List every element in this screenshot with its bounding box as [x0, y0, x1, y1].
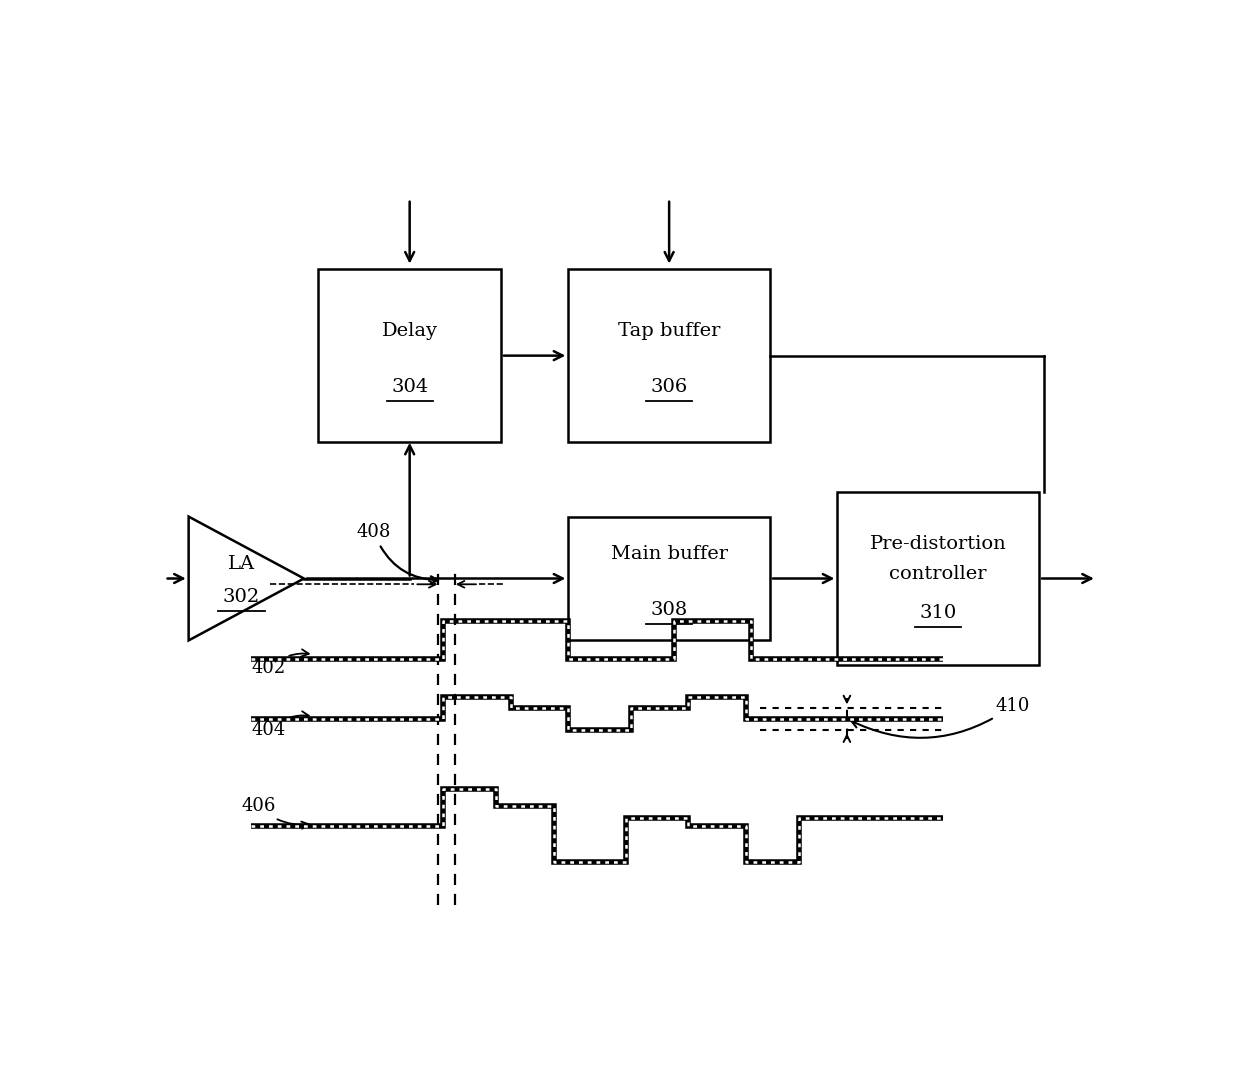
Text: Pre-distortion: Pre-distortion — [869, 535, 1007, 553]
Text: 402: 402 — [250, 650, 309, 678]
Text: controller: controller — [889, 565, 987, 583]
Text: 302: 302 — [223, 587, 260, 606]
Bar — [568, 269, 770, 443]
Text: 404: 404 — [250, 711, 309, 740]
Text: Tap buffer: Tap buffer — [618, 322, 720, 340]
Text: Delay: Delay — [382, 322, 438, 340]
Text: Main buffer: Main buffer — [610, 545, 728, 563]
Text: 310: 310 — [920, 605, 957, 622]
Bar — [319, 269, 501, 443]
Text: LA: LA — [228, 554, 255, 572]
Text: 408: 408 — [357, 523, 438, 583]
Bar — [837, 492, 1039, 665]
Text: 308: 308 — [651, 601, 688, 619]
Text: 306: 306 — [651, 378, 688, 396]
Text: 410: 410 — [852, 697, 1030, 738]
Text: 304: 304 — [391, 378, 428, 396]
Bar — [568, 517, 770, 640]
Text: 406: 406 — [242, 798, 309, 829]
